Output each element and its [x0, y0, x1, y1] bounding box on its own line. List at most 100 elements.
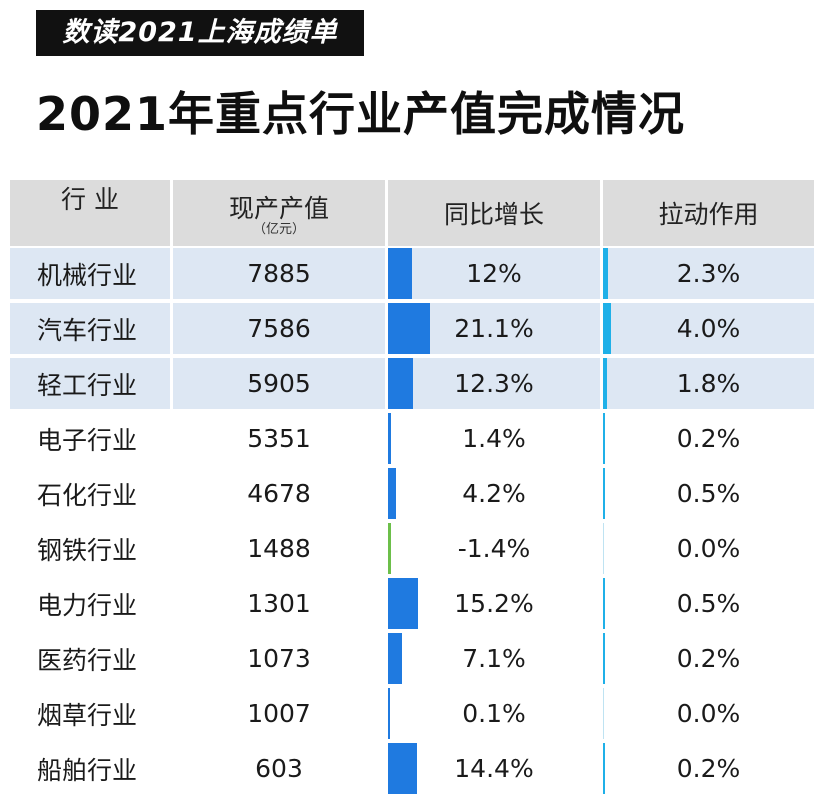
growth-cell: 1.4%	[388, 413, 600, 464]
pull-cell: 4.0%	[603, 303, 814, 354]
industry-name: 电子行业	[37, 425, 138, 455]
output-value: 1007	[247, 699, 311, 728]
output-value: 5351	[247, 424, 311, 453]
growth-bar	[388, 633, 403, 684]
growth-label: 12.3%	[454, 369, 534, 398]
pull-label: 0.2%	[676, 754, 741, 783]
industry-name: 医药行业	[37, 645, 138, 675]
industry-name: 石化行业	[37, 480, 138, 510]
pull-cell: 0.2%	[603, 633, 814, 684]
industry-name: 汽车行业	[10, 303, 170, 354]
industry-name: 电力行业	[37, 590, 138, 620]
pull-label: 2.3%	[676, 259, 741, 288]
pull-label: 1.8%	[676, 369, 741, 398]
growth-cell: 7.1%	[388, 633, 600, 684]
industry-name: 机械行业	[10, 248, 170, 299]
growth-bar	[388, 578, 419, 629]
growth-bar	[388, 468, 397, 519]
page-title: 2021年重点行业产值完成情况	[36, 87, 686, 141]
output-value: 5905	[173, 358, 385, 409]
growth-cell: 12%	[388, 248, 600, 299]
growth-bar	[388, 523, 391, 574]
industry-name: 烟草行业	[37, 700, 138, 730]
growth-cell: 14.4%	[388, 743, 600, 794]
growth-label: 21.1%	[454, 314, 534, 343]
output-value: 1073	[247, 644, 311, 673]
output-value: 7885	[173, 248, 385, 299]
pull-cell: 0.2%	[603, 413, 814, 464]
industry-table: 行 业 现产产值 （亿元） 同比增长 拉动作用 机械行业 7885 12% 2.3% 汽…	[10, 180, 814, 796]
pull-cell: 0.5%	[603, 468, 814, 519]
growth-label: 4.2%	[462, 479, 526, 508]
industry-name: 轻工行业	[10, 358, 170, 409]
header-output-unit: （亿元）	[252, 222, 305, 237]
table-row: 船舶行业 603 14.4% 0.2%	[10, 741, 814, 796]
industry-name: 钢铁行业	[37, 535, 138, 565]
growth-cell: 0.1%	[388, 688, 600, 739]
table-row: 机械行业 7885 12% 2.3%	[10, 246, 814, 301]
pull-cell: 0.2%	[603, 743, 814, 794]
pull-label: 0.0%	[676, 534, 741, 563]
table-row: 汽车行业 7586 21.1% 4.0%	[10, 301, 814, 356]
table-row: 电子行业 5351 1.4% 0.2%	[10, 411, 814, 466]
header-industry-label: 行 业	[61, 185, 119, 214]
output-value: 4678	[247, 479, 311, 508]
pull-label: 0.0%	[676, 699, 741, 728]
pull-cell: 0.0%	[603, 523, 814, 574]
pull-bar	[603, 468, 605, 519]
pull-bar	[603, 743, 605, 794]
pull-cell: 0.0%	[603, 688, 814, 739]
growth-label: -1.4%	[457, 534, 531, 563]
pull-label: 0.5%	[676, 589, 741, 618]
industry-name: 船舶行业	[37, 755, 138, 785]
pull-cell: 2.3%	[603, 248, 814, 299]
pull-bar	[603, 303, 611, 354]
pull-cell: 1.8%	[603, 358, 814, 409]
growth-cell: 15.2%	[388, 578, 600, 629]
pull-bar	[603, 413, 605, 464]
table-row: 石化行业 4678 4.2% 0.5%	[10, 466, 814, 521]
pull-bar	[603, 633, 605, 684]
table-row: 钢铁行业 1488 -1.4% 0.0%	[10, 521, 814, 576]
header-output-label: 现产产值	[228, 194, 329, 223]
table-row: 轻工行业 5905 12.3% 1.8%	[10, 356, 814, 411]
table-body: 机械行业 7885 12% 2.3% 汽车行业 7586 21.1% 4.0% 轻工行业 5905…	[10, 246, 814, 796]
growth-cell: 21.1%	[388, 303, 600, 354]
pull-bar	[603, 248, 608, 299]
output-value: 7586	[173, 303, 385, 354]
pull-bar	[603, 578, 605, 629]
header-pull-label: 拉动作用	[658, 200, 759, 229]
output-value: 603	[255, 754, 303, 783]
growth-bar	[388, 303, 431, 354]
growth-label: 15.2%	[454, 589, 534, 618]
output-value: 1488	[247, 534, 311, 563]
pull-bar	[603, 523, 604, 574]
header-pull: 拉动作用	[603, 180, 814, 246]
table-row: 烟草行业 1007 0.1% 0.0%	[10, 686, 814, 741]
growth-label: 0.1%	[462, 699, 526, 728]
header-industry: 行 业	[10, 180, 170, 246]
header-output: 现产产值 （亿元）	[173, 180, 385, 246]
pull-bar	[603, 688, 604, 739]
pull-bar	[603, 358, 607, 409]
output-value: 1301	[247, 589, 311, 618]
pull-label: 0.5%	[676, 479, 741, 508]
growth-cell: 4.2%	[388, 468, 600, 519]
header-growth-label: 同比增长	[443, 200, 544, 229]
growth-bar	[388, 248, 412, 299]
table-row: 医药行业 1073 7.1% 0.2%	[10, 631, 814, 686]
growth-label: 7.1%	[462, 644, 526, 673]
growth-bar	[388, 743, 417, 794]
table-row: 电力行业 1301 15.2% 0.5%	[10, 576, 814, 631]
growth-label: 14.4%	[454, 754, 534, 783]
growth-label: 1.4%	[462, 424, 526, 453]
header-growth: 同比增长	[388, 180, 600, 246]
growth-bar	[388, 358, 413, 409]
growth-cell: -1.4%	[388, 523, 600, 574]
growth-bar	[388, 688, 390, 739]
pull-label: 0.2%	[676, 424, 741, 453]
header-tag: 数读2021上海成绩单	[36, 10, 364, 56]
growth-cell: 12.3%	[388, 358, 600, 409]
growth-bar	[388, 413, 391, 464]
growth-label: 12%	[466, 259, 522, 288]
